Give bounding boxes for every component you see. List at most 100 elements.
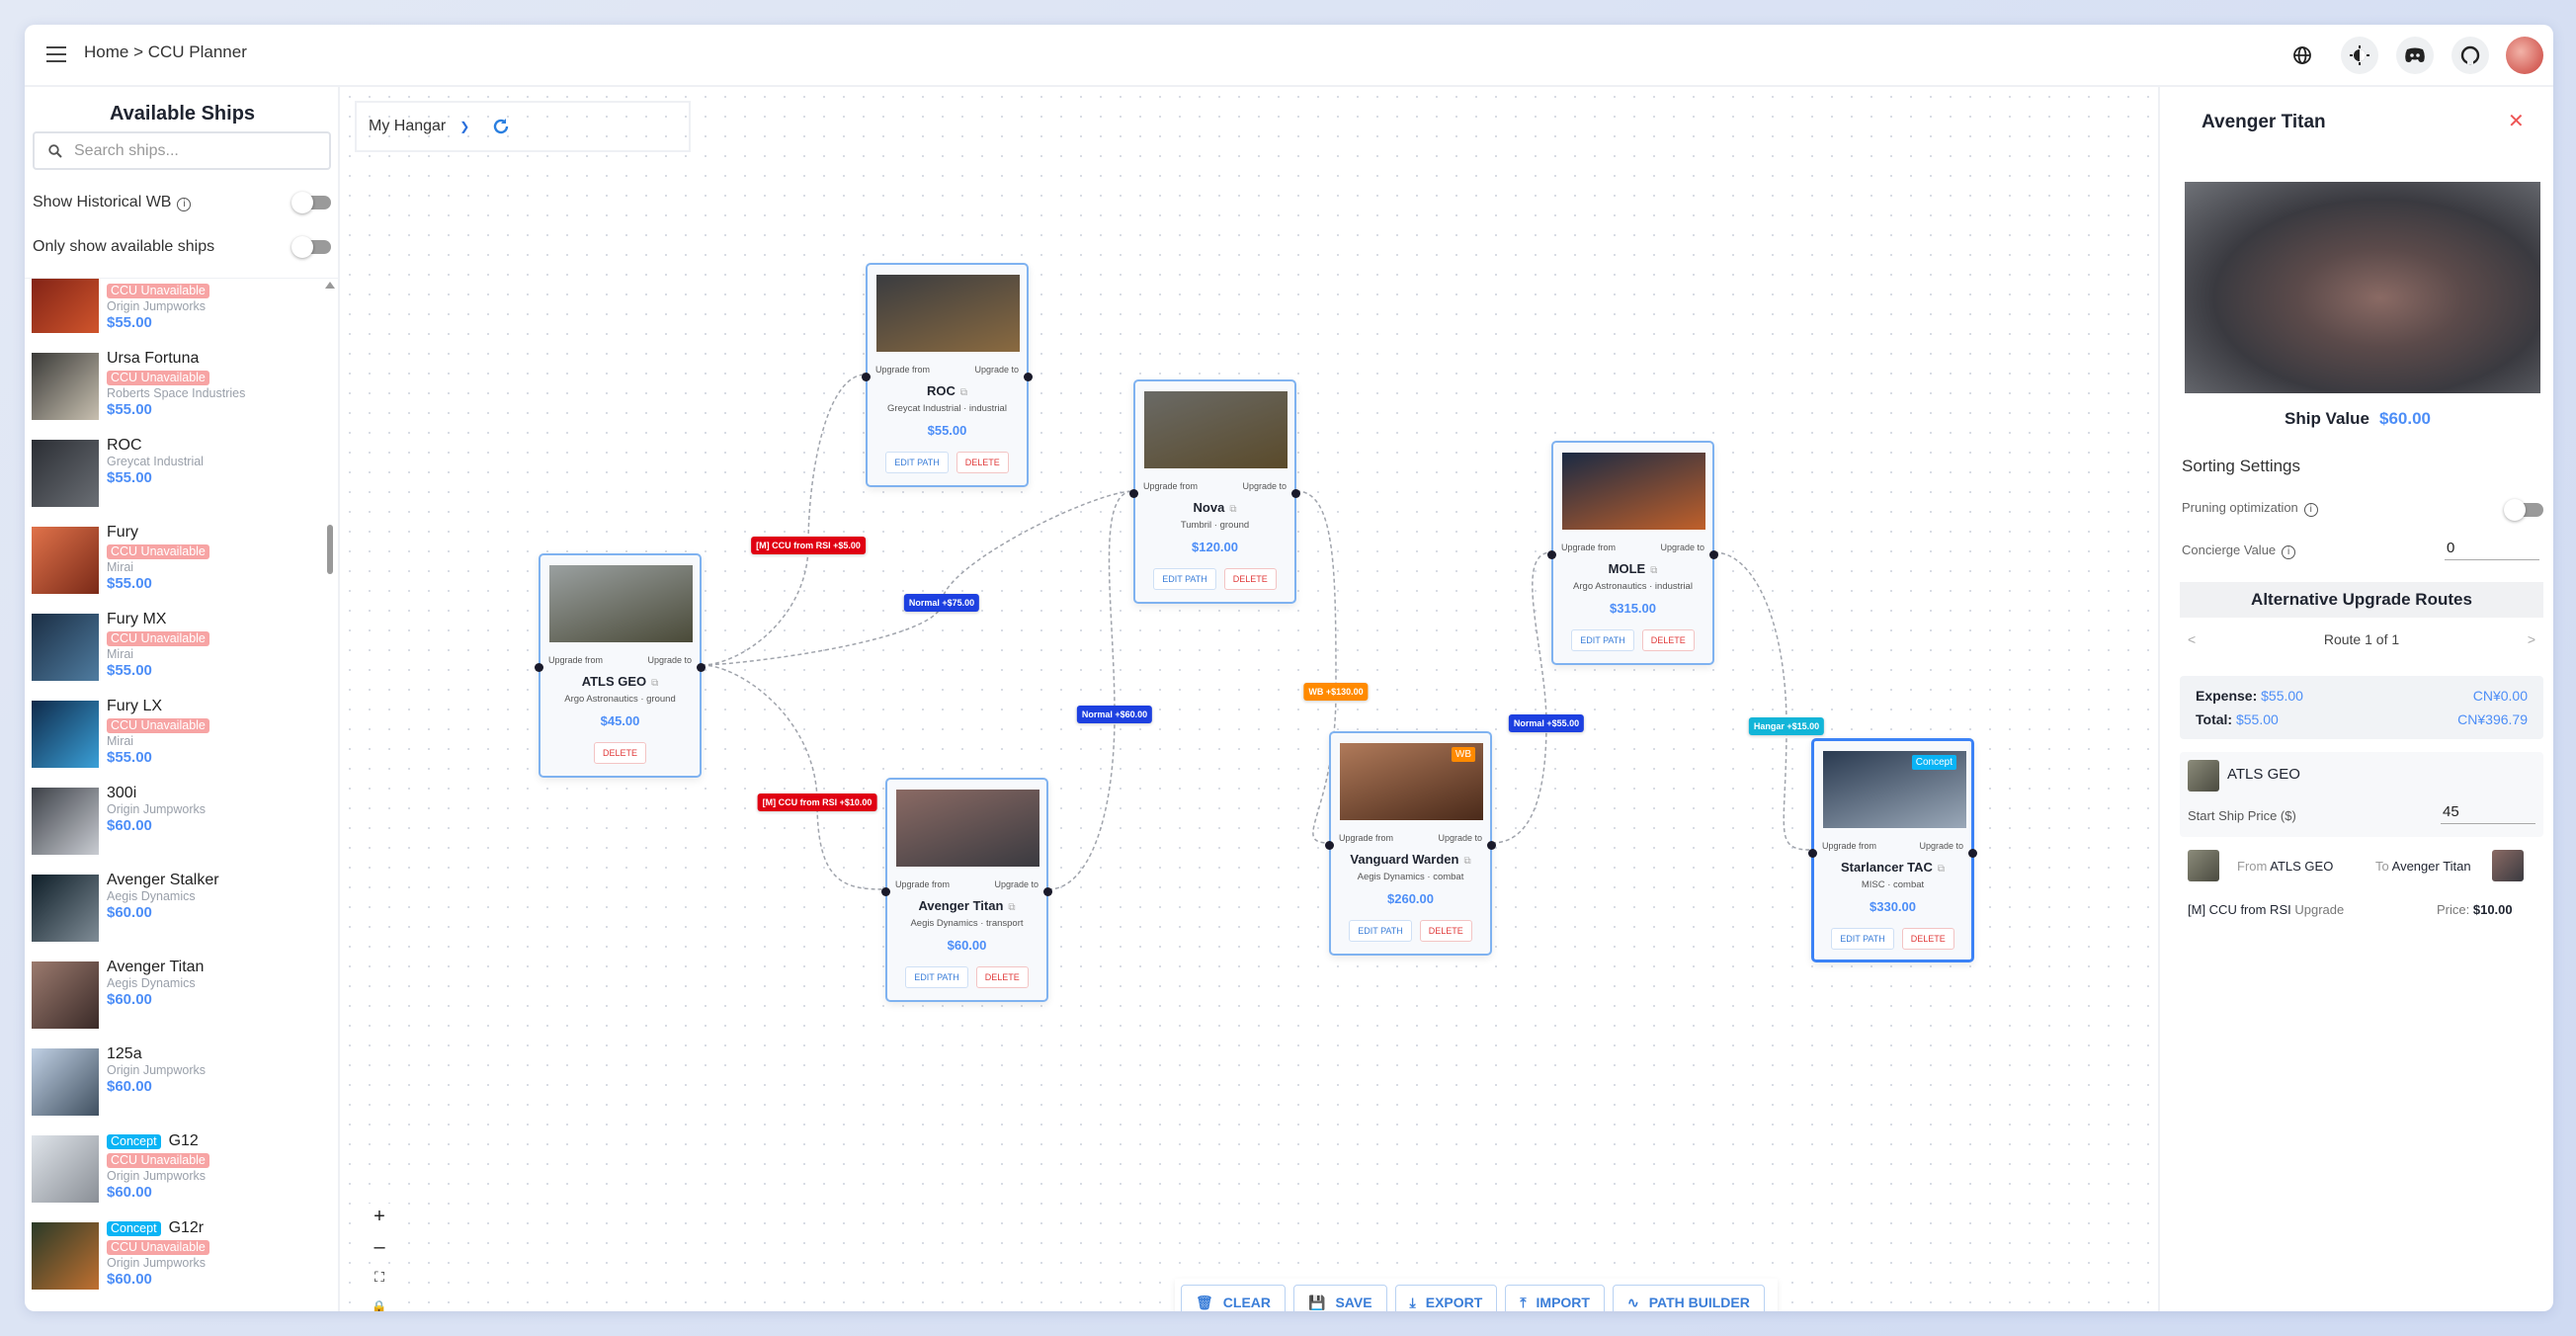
ship-node[interactable]: Upgrade from Upgrade to ROC ⧉ Greycat Indust… (862, 263, 1033, 487)
import-button[interactable]: ⤒ IMPORT (1505, 1285, 1605, 1311)
edge-label[interactable]: Normal +$60.00 (1076, 706, 1153, 723)
ship-node[interactable]: Concept Upgrade from Upgrade to Starlancer … (1808, 738, 1977, 962)
source-handle[interactable] (1043, 887, 1052, 896)
info-icon[interactable]: i (2282, 545, 2296, 559)
source-handle[interactable] (1709, 550, 1718, 559)
ship-list-item[interactable]: Avenger Titan Aegis Dynamics $60.00 (32, 959, 318, 1041)
ship-list-item[interactable]: Avenger Stalker Aegis Dynamics $60.00 (32, 872, 318, 954)
copy-icon[interactable]: ⧉ (1937, 864, 1946, 875)
available-only-toggle[interactable] (291, 236, 331, 258)
zoom-out-button[interactable]: – (368, 1234, 391, 1260)
copy-icon[interactable]: ⧉ (1229, 504, 1237, 515)
target-handle[interactable] (1325, 841, 1334, 850)
source-handle[interactable] (1487, 841, 1496, 850)
globe-icon[interactable] (2284, 37, 2321, 74)
target-handle[interactable] (1129, 489, 1138, 498)
edge-label[interactable]: Hangar +$15.00 (1748, 717, 1825, 735)
upgrade-edge[interactable] (701, 374, 867, 666)
hangar-select[interactable]: My Hangar ❯ (355, 101, 691, 152)
ship-list-item[interactable]: Concept G12r CCU Unavailable Origin Jumpwor… (32, 1219, 318, 1301)
target-handle[interactable] (535, 663, 543, 672)
edit-path-button[interactable]: EDIT PATH (905, 966, 968, 988)
expense-usd: $55.00 (2261, 688, 2303, 704)
edit-path-button[interactable]: EDIT PATH (885, 452, 949, 473)
delete-button[interactable]: DELETE (1223, 568, 1277, 590)
ship-list-item[interactable]: Fury LX CCU Unavailable Mirai $55.00 (32, 698, 318, 780)
target-handle[interactable] (881, 887, 890, 896)
pruning-toggle[interactable] (2504, 499, 2543, 521)
edge-label[interactable]: Normal +$75.00 (903, 594, 980, 612)
ship-list-item[interactable]: 125a Origin Jumpworks $60.00 (32, 1045, 318, 1127)
target-handle[interactable] (1808, 849, 1817, 858)
close-icon[interactable]: ✕ (2508, 111, 2525, 132)
ship-list-item[interactable]: Ursa Fortuna CCU Unavailable Roberts Space… (32, 350, 318, 432)
target-handle[interactable] (1547, 550, 1556, 559)
edit-path-button[interactable]: EDIT PATH (1153, 568, 1216, 590)
ship-list-item[interactable]: Fury CCU Unavailable Mirai $55.00 (32, 524, 318, 606)
fit-view-button[interactable]: ⛶ (368, 1264, 391, 1290)
upgrade-edge[interactable] (1491, 551, 1552, 844)
source-handle[interactable] (697, 663, 706, 672)
clear-button[interactable]: 🗑 CLEAR (1181, 1285, 1287, 1311)
ship-list-item[interactable]: Concept G12 CCU Unavailable Origin Jumpwork… (32, 1132, 318, 1214)
export-button[interactable]: ⤓ EXPORT (1394, 1285, 1498, 1311)
edge-label[interactable]: WB +$130.00 (1303, 683, 1369, 701)
upgrade-edge[interactable] (701, 664, 886, 890)
scroll-up-arrow[interactable] (325, 282, 335, 289)
info-icon[interactable]: i (2303, 503, 2318, 517)
source-handle[interactable] (1968, 849, 1977, 858)
delete-button[interactable]: DELETE (956, 452, 1009, 473)
scrollbar-thumb[interactable] (327, 525, 333, 574)
theme-toggle-icon[interactable] (2341, 37, 2378, 74)
ship-list-item[interactable]: Fury MX CCU Unavailable Mirai $55.00 (32, 611, 318, 693)
zoom-in-button[interactable]: + (368, 1204, 391, 1229)
github-icon[interactable] (2451, 37, 2489, 74)
ship-node[interactable]: WB Upgrade from Upgrade to Vanguard Warden ⧉… (1325, 731, 1496, 956)
copy-icon[interactable]: ⧉ (959, 387, 968, 398)
target-handle[interactable] (862, 373, 871, 381)
upgrade-edge[interactable] (1047, 490, 1134, 890)
chevron-left-icon[interactable]: < (2188, 631, 2197, 647)
upgrade-edge[interactable] (1713, 551, 1812, 851)
edit-path-button[interactable]: EDIT PATH (1349, 920, 1412, 942)
breadcrumb[interactable]: Home > CCU Planner (84, 42, 247, 61)
chevron-right-icon[interactable]: > (2527, 631, 2535, 647)
ship-list-item[interactable]: ROC Greycat Industrial $55.00 (32, 437, 318, 519)
copy-icon[interactable]: ⧉ (1463, 856, 1471, 867)
delete-button[interactable]: DELETE (975, 966, 1029, 988)
menu-icon[interactable] (46, 46, 66, 62)
delete-button[interactable]: DELETE (1419, 920, 1472, 942)
ship-node[interactable]: Upgrade from Upgrade to Nova ⧉ Tumbril · gro… (1129, 379, 1300, 604)
delete-button[interactable]: DELETE (1641, 629, 1695, 651)
info-icon[interactable]: i (177, 198, 192, 211)
user-avatar[interactable] (2506, 37, 2543, 74)
ship-node[interactable]: Upgrade from Upgrade to Avenger Titan ⧉ Aegi… (881, 778, 1052, 1002)
historical-wb-toggle[interactable] (291, 192, 331, 213)
edge-label[interactable]: [M] CCU from RSI +$10.00 (757, 793, 877, 811)
refresh-icon[interactable] (491, 117, 511, 136)
lock-button[interactable]: 🔒 (368, 1294, 391, 1311)
copy-icon[interactable]: ⧉ (1008, 902, 1016, 913)
edge-label[interactable]: Normal +$55.00 (1508, 714, 1585, 732)
source-handle[interactable] (1024, 373, 1033, 381)
ship-node[interactable]: Upgrade from Upgrade to MOLE ⧉ Argo Astronau… (1547, 441, 1718, 665)
upgrade-edge[interactable] (701, 490, 1134, 666)
ship-node[interactable]: Upgrade from Upgrade to ATLS GEO ⧉ Argo Astr… (535, 553, 706, 778)
copy-icon[interactable]: ⧉ (651, 678, 659, 689)
concierge-input[interactable]: 0 (2445, 540, 2539, 560)
delete-button[interactable]: DELETE (593, 742, 646, 764)
copy-icon[interactable]: ⧉ (1650, 565, 1658, 576)
ship-list-item[interactable]: 300i Origin Jumpworks $60.00 (32, 785, 318, 867)
delete-button[interactable]: DELETE (1901, 928, 1954, 950)
edge-label[interactable]: [M] CCU from RSI +$5.00 (751, 537, 866, 554)
path-builder-button[interactable]: ∿ PATH BUILDER (1612, 1285, 1765, 1311)
edit-path-button[interactable]: EDIT PATH (1831, 928, 1894, 950)
flow-canvas[interactable]: My Hangar ❯ Upgrade from Upgrade to ATLS G… (340, 87, 2158, 1311)
source-handle[interactable] (1291, 489, 1300, 498)
discord-icon[interactable] (2396, 37, 2434, 74)
start-price-input[interactable]: 45 (2441, 803, 2535, 824)
save-button[interactable]: 💾 SAVE (1293, 1285, 1387, 1311)
search-input[interactable]: Search ships... (33, 131, 331, 170)
edit-path-button[interactable]: EDIT PATH (1571, 629, 1634, 651)
